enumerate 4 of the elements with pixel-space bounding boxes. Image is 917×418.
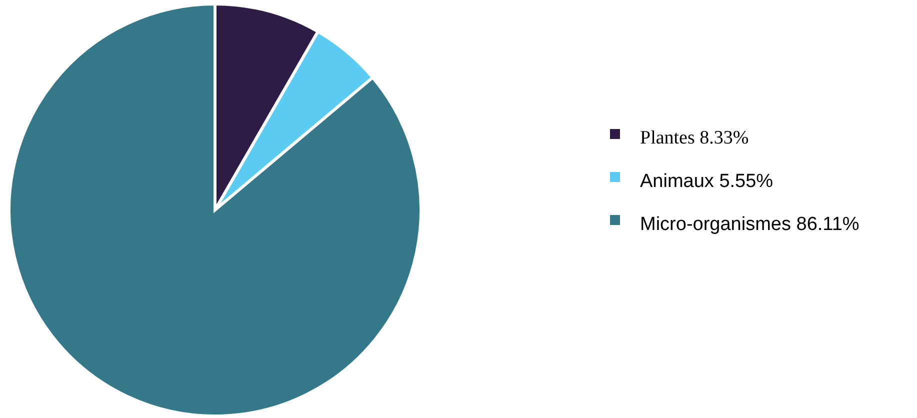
pie-slice [8,2,422,418]
legend-label: Micro-organismes 86.11% [640,214,860,236]
legend-label: Plantes 8.33% [640,127,749,148]
legend-label: Animaux 5.55% [640,171,774,192]
